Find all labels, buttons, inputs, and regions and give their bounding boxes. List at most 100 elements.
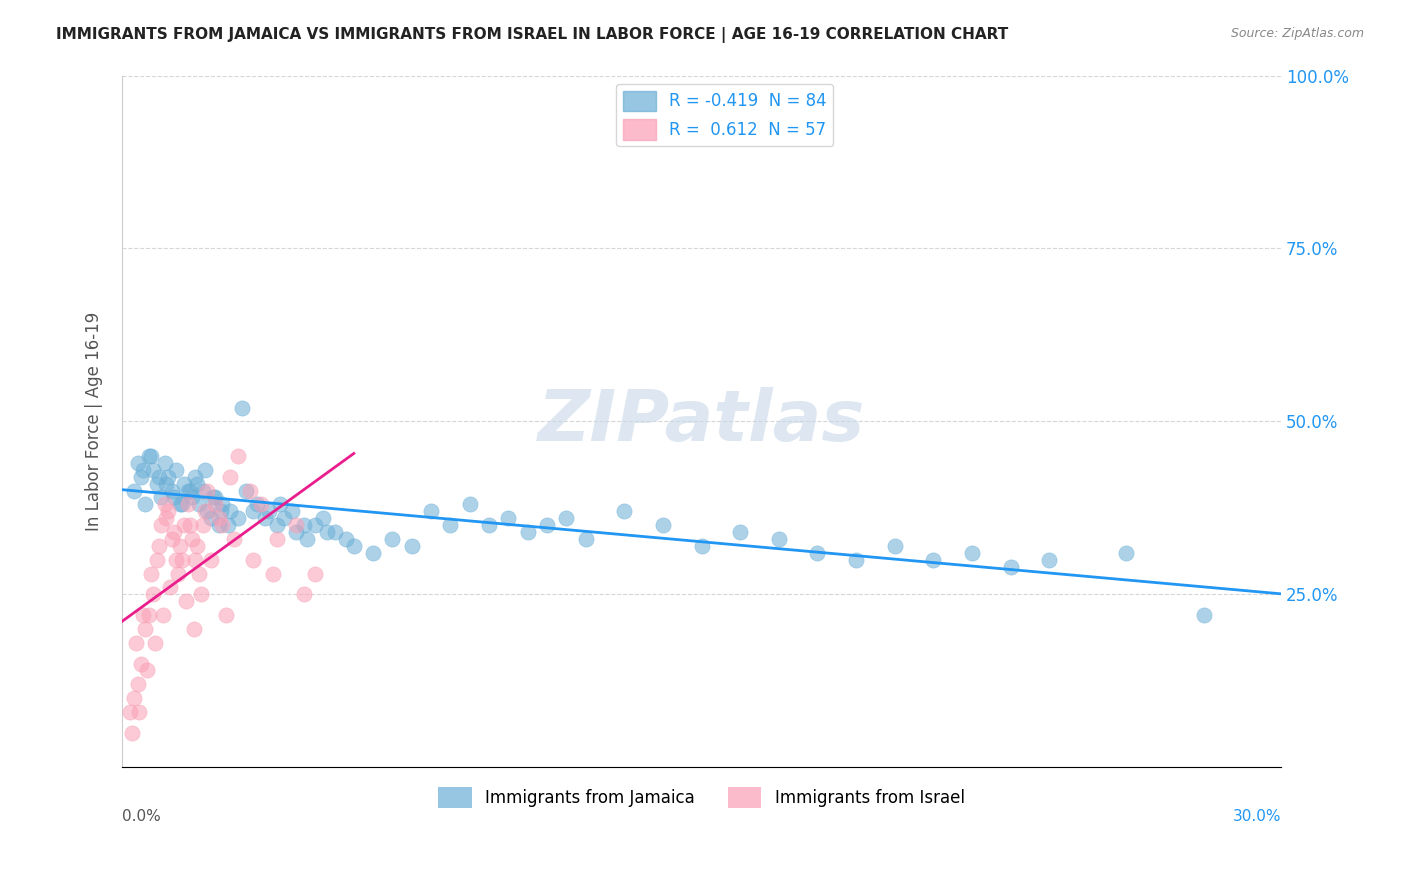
Point [195, 504, 218, 518]
Point [132, 608, 155, 623]
Point [169, 497, 191, 511]
Point [173, 518, 195, 533]
Point [157, 469, 180, 483]
Y-axis label: In Labor Force | Age 16-19: In Labor Force | Age 16-19 [86, 312, 103, 531]
Point [169, 539, 191, 553]
Point [124, 636, 146, 650]
Point [420, 504, 443, 518]
Point [1038, 553, 1060, 567]
Point [381, 532, 404, 546]
Point [122, 483, 145, 498]
Point [142, 587, 165, 601]
Point [253, 511, 276, 525]
Point [194, 463, 217, 477]
Point [170, 553, 193, 567]
Point [183, 622, 205, 636]
Point [173, 476, 195, 491]
Point [361, 546, 384, 560]
Point [222, 532, 245, 546]
Point [323, 524, 346, 539]
Point [184, 553, 207, 567]
Point [883, 539, 905, 553]
Point [273, 511, 295, 525]
Point [194, 504, 217, 518]
Point [242, 504, 264, 518]
Point [690, 539, 713, 553]
Point [1115, 546, 1137, 560]
Point [121, 725, 143, 739]
Point [139, 566, 162, 581]
Point [250, 497, 273, 511]
Point [193, 483, 215, 498]
Point [193, 518, 215, 533]
Point [149, 491, 172, 505]
Point [262, 566, 284, 581]
Point [555, 511, 578, 525]
Point [179, 518, 201, 533]
Point [134, 622, 156, 636]
Point [146, 553, 169, 567]
Point [806, 546, 828, 560]
Point [142, 463, 165, 477]
Point [148, 539, 170, 553]
Point [207, 511, 229, 525]
Point [167, 566, 190, 581]
Point [209, 504, 232, 518]
Point [136, 664, 159, 678]
Point [211, 497, 233, 511]
Point [297, 532, 319, 546]
Point [284, 524, 307, 539]
Point [153, 456, 176, 470]
Point [127, 677, 149, 691]
Point [845, 553, 868, 567]
Point [312, 511, 335, 525]
Point [226, 511, 249, 525]
Point [960, 546, 983, 560]
Text: IMMIGRANTS FROM JAMAICA VS IMMIGRANTS FROM ISRAEL IN LABOR FORCE | AGE 16-19 COR: IMMIGRANTS FROM JAMAICA VS IMMIGRANTS FR… [56, 27, 1008, 43]
Point [204, 497, 226, 511]
Text: ZIPatlas: ZIPatlas [538, 387, 865, 456]
Point [155, 511, 177, 525]
Point [170, 497, 193, 511]
Point [458, 497, 481, 511]
Point [231, 401, 253, 415]
Point [153, 497, 176, 511]
Point [162, 532, 184, 546]
Point [177, 483, 200, 498]
Point [179, 483, 201, 498]
Point [162, 483, 184, 498]
Point [1000, 559, 1022, 574]
Point [180, 532, 202, 546]
Point [152, 608, 174, 623]
Point [177, 497, 200, 511]
Text: 0.0%: 0.0% [122, 809, 160, 824]
Point [186, 476, 208, 491]
Point [335, 532, 357, 546]
Point [159, 581, 181, 595]
Point [401, 539, 423, 553]
Point [536, 518, 558, 533]
Point [219, 469, 242, 483]
Point [155, 476, 177, 491]
Point [242, 553, 264, 567]
Point [304, 566, 326, 581]
Point [184, 469, 207, 483]
Point [246, 497, 269, 511]
Point [174, 594, 197, 608]
Point [304, 518, 326, 533]
Point [204, 491, 226, 505]
Point [922, 553, 945, 567]
Point [516, 524, 538, 539]
Point [200, 511, 222, 525]
Point [651, 518, 673, 533]
Point [266, 518, 288, 533]
Point [163, 524, 186, 539]
Point [768, 532, 790, 546]
Point [281, 504, 304, 518]
Legend: Immigrants from Jamaica, Immigrants from Israel: Immigrants from Jamaica, Immigrants from… [432, 780, 972, 814]
Point [138, 449, 160, 463]
Point [266, 532, 288, 546]
Text: Source: ZipAtlas.com: Source: ZipAtlas.com [1230, 27, 1364, 40]
Point [219, 504, 242, 518]
Point [315, 524, 337, 539]
